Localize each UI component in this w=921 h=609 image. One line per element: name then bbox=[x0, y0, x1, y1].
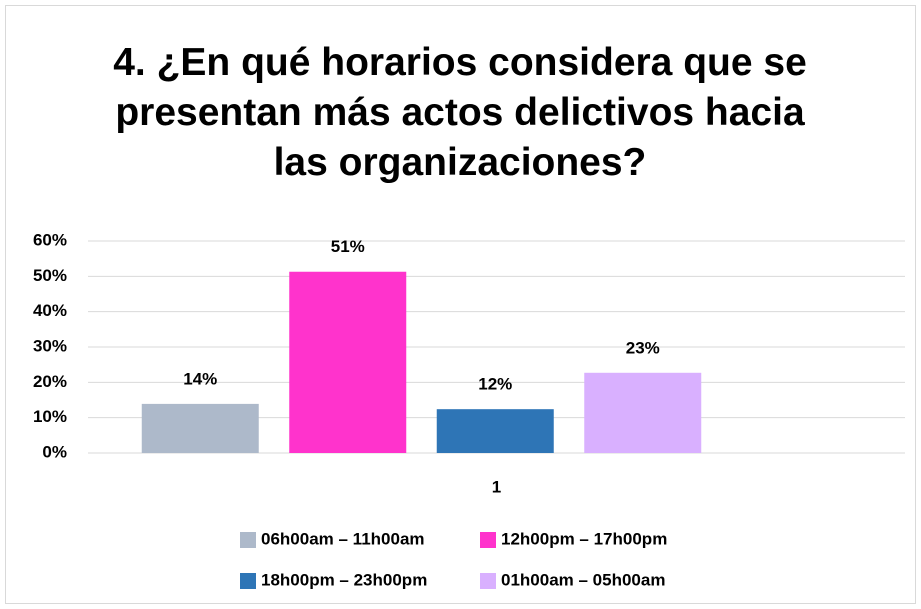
data-label: 14% bbox=[183, 369, 217, 388]
legend-swatch bbox=[240, 532, 256, 548]
y-tick-label: 60% bbox=[33, 230, 67, 249]
y-tick-label: 40% bbox=[33, 301, 67, 320]
legend-label: 01h00am – 05h00am bbox=[501, 570, 665, 589]
bar bbox=[141, 403, 259, 453]
bar bbox=[584, 372, 702, 453]
y-tick-label: 20% bbox=[33, 372, 67, 391]
y-tick-label: 0% bbox=[42, 442, 67, 461]
chart-frame bbox=[5, 5, 916, 604]
y-tick-label: 10% bbox=[33, 407, 67, 426]
legend-swatch bbox=[480, 573, 496, 589]
chart-title: 4. ¿En qué horarios considera que se pre… bbox=[113, 41, 807, 184]
legend-swatch bbox=[480, 532, 496, 548]
legend-label: 18h00pm – 23h00pm bbox=[261, 570, 427, 589]
bar bbox=[436, 409, 554, 453]
bar bbox=[289, 271, 407, 453]
legend-swatch bbox=[240, 573, 256, 589]
y-tick-label: 30% bbox=[33, 336, 67, 355]
x-tick-label: 1 bbox=[492, 477, 501, 496]
data-label: 12% bbox=[478, 375, 512, 394]
data-label: 23% bbox=[626, 338, 660, 357]
legend-label: 06h00am – 11h00am bbox=[261, 529, 425, 548]
y-tick-label: 50% bbox=[33, 266, 67, 285]
data-label: 51% bbox=[331, 237, 365, 256]
legend-label: 12h00pm – 17h00pm bbox=[501, 529, 667, 548]
